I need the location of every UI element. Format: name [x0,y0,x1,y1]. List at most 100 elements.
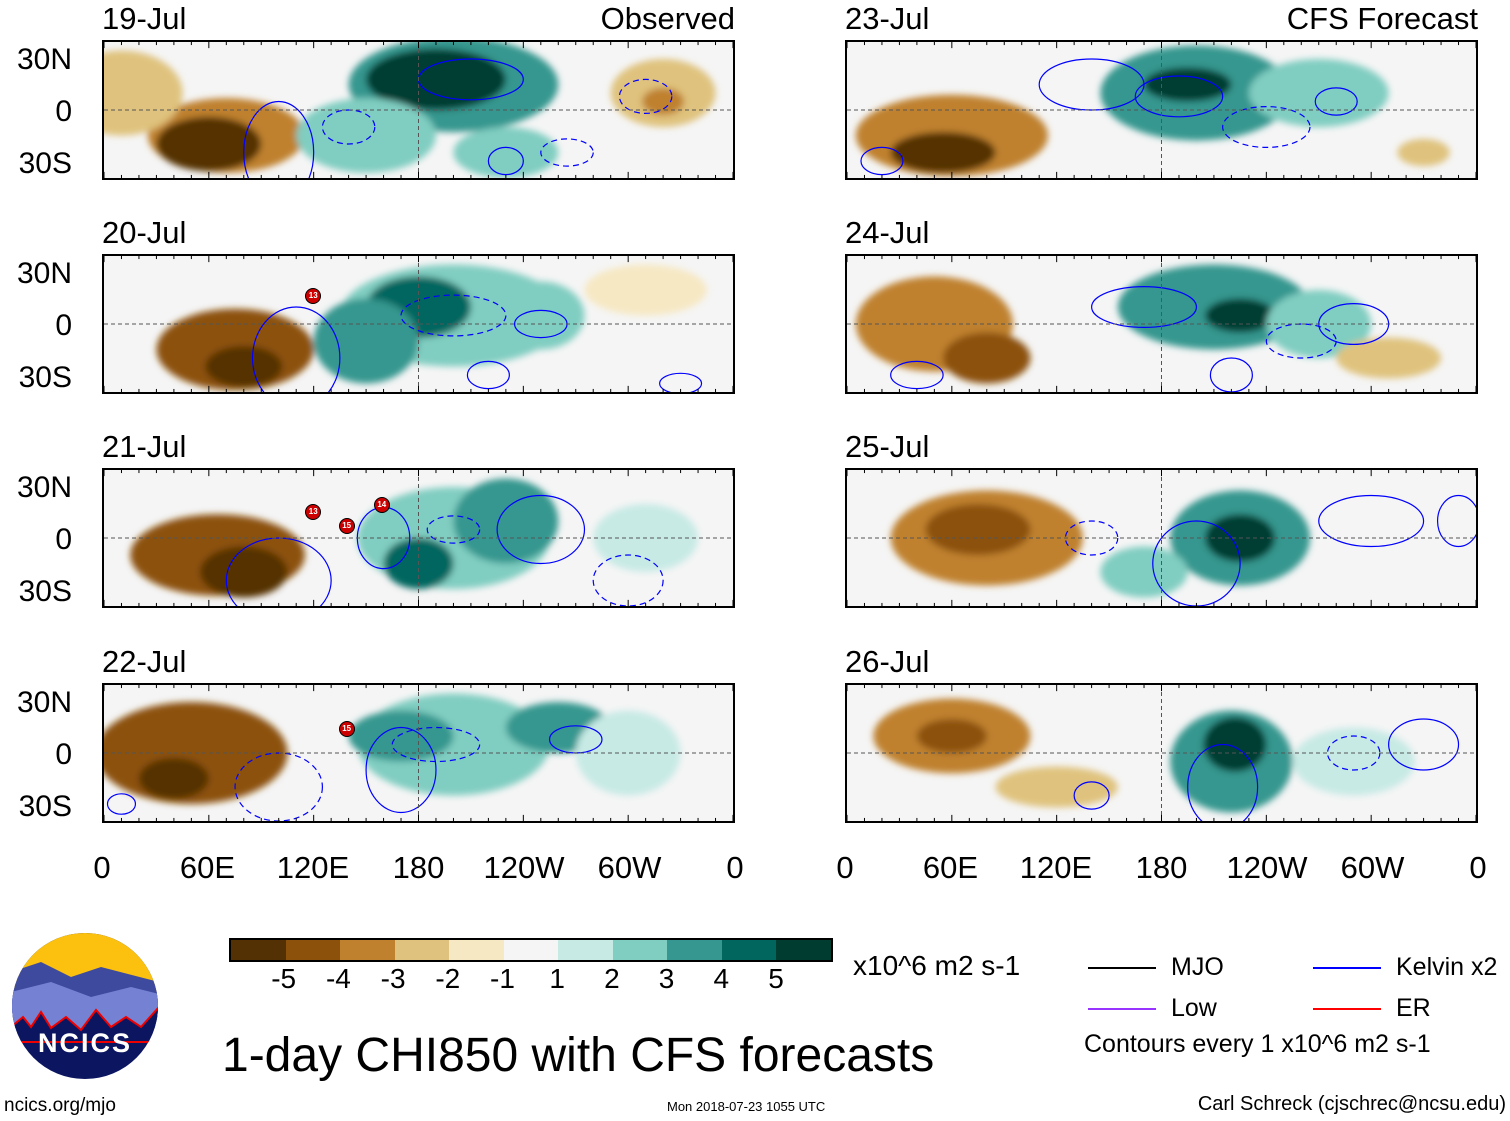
kelvin-contour [1389,719,1459,770]
lon-label: 0 [1469,850,1487,885]
panel-date: 19-Jul [102,1,187,36]
kelvin-contour [322,110,374,144]
colorbar-swatch [612,940,668,960]
kelvin-contour [401,295,506,336]
colorbar-swatch [231,940,286,960]
legend-line [1088,1007,1156,1010]
kelvin-contour [467,361,509,388]
colorbar-label: 2 [604,963,620,994]
chi-anomaly-region [1292,727,1415,796]
colorbar-swatch [558,940,613,960]
footer-timestamp: Mon 2018-07-23 1055 UTC [667,1099,826,1114]
chi-anomaly-region [348,710,454,762]
kelvin-contour [593,555,663,606]
lon-label: 180 [1135,850,1188,885]
kelvin-contour [1092,287,1197,328]
panel-date: 20-Jul [102,215,187,250]
map-panel: 15 [102,683,735,823]
lon-label: 0 [836,850,854,885]
contour-note: Contours every 1 x10^6 m2 s-1 [1084,1030,1431,1058]
lat-label: 0 [55,738,72,771]
kelvin-contour [235,753,322,821]
footer-author: Carl Schreck (cjschrec@ncsu.edu) [1197,1093,1506,1115]
chi-anomaly-region [453,478,559,564]
tropical-cyclone-icon: 13 [305,288,322,305]
lon-label: 120E [276,850,350,885]
chi-anomaly-region [584,264,707,316]
lon-label: 120W [483,850,565,885]
kelvin-contour [488,147,523,174]
colorbar-label: 4 [713,963,730,994]
panel-header: Observed [600,1,735,36]
colorbar-swatch [394,940,450,960]
lat-label: 0 [55,309,72,342]
colorbar-label: 3 [658,963,675,994]
lat-label: 0 [55,95,72,128]
lat-label: 30S [18,361,72,394]
kelvin-contour [253,307,340,392]
tropical-cyclone-icon: 15 [338,720,355,737]
chi-anomaly-region [925,504,1031,555]
colorbar-swatch [503,940,559,960]
lon-label: 0 [726,850,744,885]
colorbar-label: 1 [549,963,565,994]
map-panel [845,254,1478,394]
legend-label: Kelvin x2 [1396,953,1498,981]
kelvin-contour [619,79,671,113]
kelvin-contour [226,538,331,606]
legend-line [1088,966,1156,969]
legend-line [1313,1007,1381,1010]
map-panel [845,468,1478,608]
map-panel [845,40,1478,180]
panel-date: 23-Jul [845,1,930,36]
chi-anomaly-region [1100,546,1188,598]
legend-label: ER [1396,994,1431,1022]
panel-date: 25-Jul [845,429,930,464]
lon-label: 60W [1340,850,1405,885]
lon-label: 60E [179,850,236,885]
chi-anomaly-region [995,766,1118,808]
kelvin-contour [1188,745,1258,822]
colorbar-units: x10^6 m2 s-1 [853,950,1021,981]
chi-anomaly-region [138,758,209,799]
chart-title: 1-day CHI850 with CFS forecasts [222,1029,935,1082]
lat-label: 30N [16,43,72,76]
colorbar-swatch [285,940,341,960]
legend-line [1313,966,1381,969]
kelvin-contour [107,794,135,814]
chi-anomaly-region [1248,59,1389,127]
chi-anomaly-region [575,710,681,796]
chi-anomaly-region [1397,138,1450,167]
kelvin-contour [244,102,314,179]
chi-anomaly-region [366,48,506,110]
chi-anomaly-region [200,546,288,598]
lat-label: 30S [18,147,72,180]
map-panel [845,683,1478,823]
kelvin-contour [366,728,436,813]
colorbar-label: -4 [325,963,351,994]
colorbar-label: -1 [490,963,515,994]
colorbar-label: -2 [435,963,461,994]
kelvin-contour [861,147,903,174]
panel-date: 26-Jul [845,644,930,679]
footer-url[interactable]: ncics.org/mjo [4,1095,116,1116]
map-panel: 13 15 14 [102,468,735,608]
lon-label: 60E [922,850,979,885]
legend-item: Kelvin x2 [1313,953,1497,982]
ncics-logo: NCICS [11,932,159,1080]
chi-anomaly-region [104,50,183,136]
chi-anomaly-region [453,127,559,178]
panel-date: 22-Jul [102,644,187,679]
kelvin-contour [1135,76,1222,117]
kelvin-contour [1319,496,1424,547]
kelvin-contour [660,373,702,392]
colorbar-swatch [449,940,504,960]
kelvin-contour [427,516,479,543]
chi-anomaly-region [205,346,283,387]
kelvin-contour [497,496,584,564]
lat-label: 30S [18,575,72,608]
lat-label: 30N [16,257,72,290]
lon-label: 180 [392,850,445,885]
chi-anomaly-region [890,132,996,173]
map-panel: 13 [102,254,735,394]
